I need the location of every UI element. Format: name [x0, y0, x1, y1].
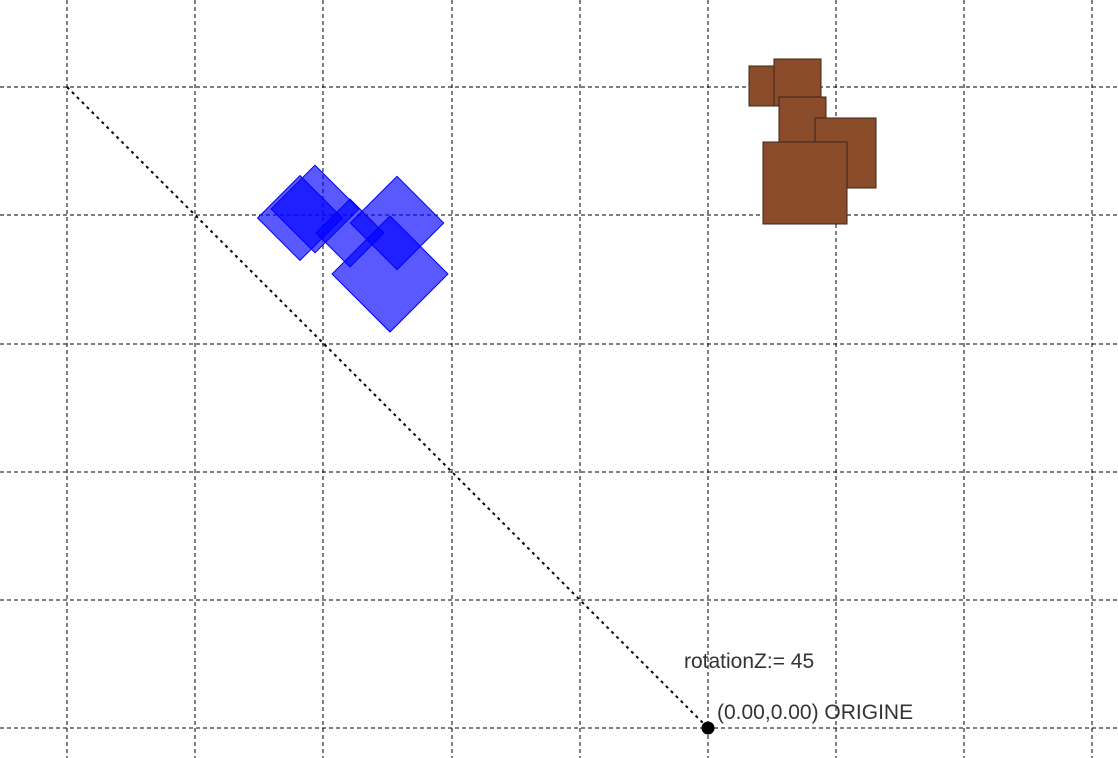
origin-name: ORIGINE — [824, 701, 913, 724]
rotation-label: rotationZ:= 45 — [684, 651, 814, 672]
rotation-axis-line — [67, 87, 708, 728]
origin-label: (0.00,0.00) ORIGINE — [717, 702, 913, 723]
origin-coordinates: (0.00,0.00) — [717, 701, 819, 724]
brown-squares[interactable] — [749, 59, 876, 224]
origin-point[interactable] — [702, 722, 715, 735]
grid-horizontal-lines — [0, 87, 1118, 728]
grid-vertical-lines — [67, 0, 1092, 758]
brown-square[interactable] — [763, 142, 847, 224]
